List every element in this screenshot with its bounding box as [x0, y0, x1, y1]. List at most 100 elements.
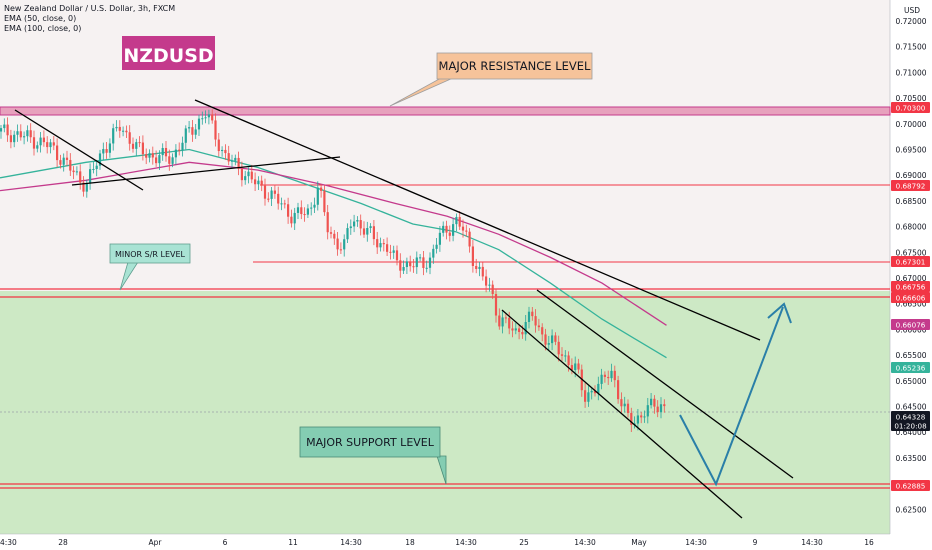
candle-body: [290, 216, 293, 224]
candle-body: [287, 204, 290, 217]
candle-body: [178, 149, 181, 151]
candle-body: [656, 406, 659, 413]
candle-body: [409, 261, 412, 267]
candle-body: [349, 226, 352, 229]
x-tick-label: May: [631, 538, 647, 547]
minor-callout-text: MINOR S/R LEVEL: [115, 250, 186, 259]
candle-body: [283, 203, 286, 205]
price-level-text: 0.64328: [896, 413, 926, 422]
candle-body: [603, 374, 606, 377]
y-tick-label: 0.72000: [895, 17, 926, 26]
candle-body: [626, 403, 630, 413]
y-tick-label: 0.66500: [895, 300, 926, 309]
candle-body: [95, 165, 98, 170]
candle-body: [541, 327, 544, 335]
candle-body: [237, 157, 240, 169]
resistance-callout-text: MAJOR RESISTANCE LEVEL: [439, 59, 591, 73]
ema-line-50: [0, 148, 667, 359]
candle-body: [141, 142, 144, 155]
channel-upper: [536, 289, 794, 479]
candle-body: [435, 244, 438, 249]
candle-body: [544, 334, 547, 345]
candle-body: [32, 137, 36, 149]
candle-body: [468, 231, 471, 247]
candle-body: [587, 392, 590, 402]
candle-body: [184, 128, 187, 143]
minor-callout: [109, 243, 191, 264]
price-level-labels: 0.70300 0.68792 0.67301 0.66756 0.66606 0.660…: [891, 102, 930, 491]
candle-body: [461, 226, 465, 231]
candle-body: [574, 363, 577, 370]
candle-body: [570, 365, 573, 370]
y-tick-label: 0.70000: [895, 120, 926, 129]
candle-body: [211, 114, 214, 121]
price-level-tag: [891, 411, 930, 431]
price-level-text: 0.66606: [896, 294, 926, 303]
candle-body: [551, 335, 554, 344]
candle-body: [488, 284, 491, 286]
candle-body: [254, 179, 257, 185]
candle-body: [346, 228, 349, 240]
candle-body: [478, 266, 481, 269]
candle-body: [257, 180, 260, 185]
time-axis-ticks: 14:30 28 Apr 6 11 14:30 18 14:30 25 14:30 May 14:30…: [0, 538, 874, 547]
candle-body: [240, 168, 243, 181]
candle-body: [643, 416, 646, 418]
candle-body: [623, 403, 626, 407]
y-tick-label: 0.62500: [895, 505, 926, 514]
candle-body: [72, 170, 75, 173]
candle-body: [630, 412, 633, 425]
candle-body: [158, 155, 161, 164]
candle-body: [164, 147, 168, 157]
support-callout-text: MAJOR SUPPORT LEVEL: [306, 436, 435, 449]
candle-body: [155, 157, 158, 164]
candle-body: [389, 251, 392, 253]
candle-body: [610, 370, 613, 379]
projection-arrow: [679, 302, 792, 487]
candle-body: [590, 390, 593, 393]
candle-body: [267, 198, 270, 200]
candle-body: [659, 404, 663, 413]
candle-body: [438, 232, 441, 245]
candle-body: [415, 257, 418, 268]
candle-body: [128, 132, 131, 144]
candle-body: [168, 156, 171, 164]
resistance-zone: [0, 106, 891, 116]
candle-body: [214, 120, 217, 140]
candle-body: [85, 183, 88, 192]
candle-body: [650, 398, 653, 406]
candle-body: [329, 232, 333, 234]
candle-body: [386, 244, 389, 252]
candle-body: [620, 399, 623, 407]
support-callout: [299, 426, 441, 458]
candle-body: [125, 130, 128, 133]
candle-body: [399, 260, 402, 271]
candle-body: [392, 250, 395, 253]
candle-body: [56, 145, 59, 161]
candle-body: [336, 238, 339, 250]
price-level-text: 0.70300: [896, 104, 926, 113]
candle-body: [455, 216, 458, 225]
candle-body: [174, 149, 177, 158]
countdown-text: 01:20:08: [894, 422, 927, 431]
candle-body: [280, 203, 283, 205]
candle-body: [636, 415, 639, 424]
candle-body: [379, 243, 382, 248]
candle-body: [316, 187, 319, 205]
candle-body: [452, 224, 455, 236]
price-level-text: 0.68792: [896, 182, 926, 191]
candle-body: [247, 171, 250, 177]
y-tick-label: 0.69000: [895, 171, 926, 180]
candle-body: [343, 239, 346, 250]
candle-body: [151, 153, 154, 158]
candle-body: [227, 153, 230, 162]
candle-layer: [0, 109, 666, 432]
y-tick-label: 0.71500: [895, 43, 926, 52]
y-tick-label: 0.65000: [895, 377, 926, 386]
x-tick-label: 6: [223, 538, 228, 547]
candle-body: [607, 376, 610, 379]
x-tick-label: Apr: [149, 538, 163, 547]
candle-body: [131, 143, 135, 149]
candle-body: [69, 159, 72, 171]
